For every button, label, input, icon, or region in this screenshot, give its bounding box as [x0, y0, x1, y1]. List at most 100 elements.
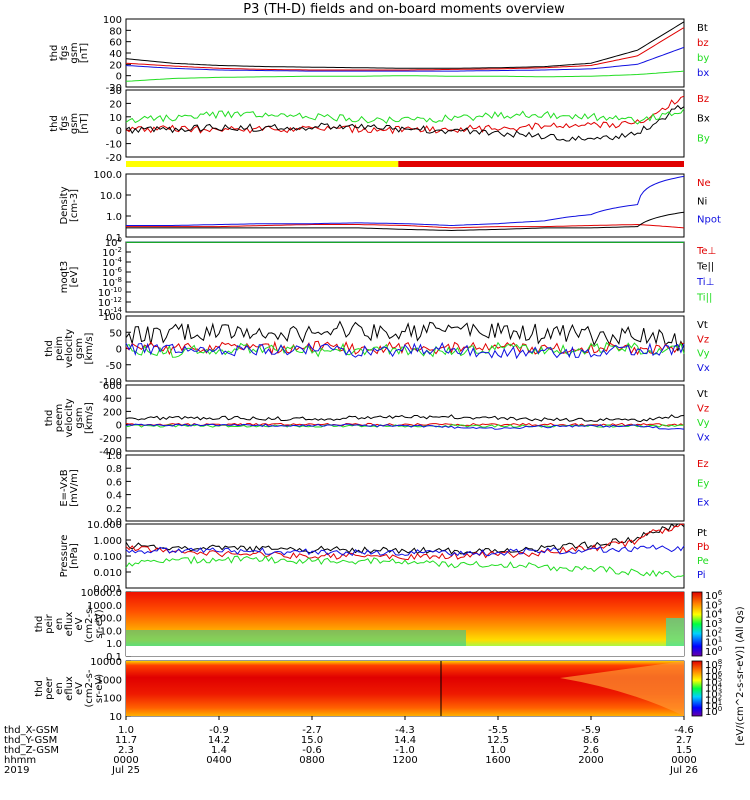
x-axis-value: 2000 — [578, 755, 603, 766]
x-axis-value: -0.9 — [209, 725, 229, 736]
y-tick-label: 0 — [116, 126, 122, 137]
status-bar-red — [398, 161, 684, 167]
y-tick-label: -20 — [106, 153, 122, 164]
x-axis-value: 15.0 — [301, 735, 323, 746]
panel-fgs-gsm-comp: 30 20 10 0 -10 -20 thdfgsgsm[nT] Bz Bx By — [49, 86, 710, 164]
y-axis-label: thdpeirenefluxeV(cm2-s-sr-eV) — [34, 605, 105, 643]
y-tick-label: 30 — [109, 86, 122, 97]
electron-spectrogram-fill — [126, 661, 684, 716]
y-tick-label: 1.0 — [106, 451, 122, 462]
series-Vx — [125, 423, 685, 430]
legend-Vt: Vt — [697, 320, 708, 331]
x-axis-value: -4.6 — [674, 725, 694, 736]
y-tick-label: 1.000 — [93, 536, 122, 547]
panel-frame — [125, 89, 685, 158]
y-tick-label: 100 — [103, 312, 122, 323]
x-axis-row-label: hhmm — [4, 755, 36, 766]
y-axis-label: Pressure[nPa] — [59, 535, 80, 578]
panel-peim-velocity: 100 50 0 -50 -100 thdpeimvelocitygsm[km/s] Vt V… — [44, 312, 710, 388]
y-tick-label: 0.6 — [106, 477, 122, 488]
status-bar — [126, 161, 684, 167]
x-axis-value: 1.0 — [490, 745, 506, 756]
panel-frame — [125, 18, 685, 88]
y-axis-label: thdfgsgsm[nT] — [49, 113, 90, 134]
legend-by: by — [697, 53, 709, 64]
x-axis-value: -4.3 — [395, 725, 415, 736]
x-axis-value: 1600 — [485, 755, 510, 766]
y-axis-label: Density[cm-3] — [59, 186, 80, 224]
ion-no-data — [126, 646, 684, 656]
series-Pi — [125, 544, 685, 557]
y-tick-label: 0.1 — [106, 233, 122, 244]
y-tick-label: 50 — [109, 328, 122, 339]
legend-Vz: Vz — [697, 334, 709, 345]
y-tick-label: 1.0 — [106, 639, 122, 650]
y-tick-label: 0.001 — [93, 584, 122, 595]
y-tick-label: 0.2 — [106, 504, 122, 515]
series-Ni — [126, 211, 685, 232]
y-tick-label: 1000.0 — [87, 601, 122, 612]
series-bx — [125, 46, 685, 72]
legend-Bz: Bz — [697, 94, 709, 105]
legend-Vx: Vx — [697, 433, 710, 444]
y-tick-label: 10 — [109, 712, 122, 723]
series-Bx — [125, 104, 685, 142]
x-axis-value: 8.6 — [583, 735, 599, 746]
x-axis-value: 12.5 — [487, 735, 509, 746]
x-axis-value: 1200 — [392, 755, 417, 766]
x-axis-value: 11.7 — [115, 735, 137, 746]
legend-Ti||: Ti|| — [696, 293, 712, 304]
series-bz — [125, 27, 685, 71]
x-axis-labels: thd_X-GSMthd_Y-GSMthd_Z-GSMhhmm20191.011… — [4, 716, 698, 776]
legend-Ez: Ez — [697, 459, 709, 470]
panel-frame — [125, 241, 685, 313]
x-axis-value: 14.4 — [394, 735, 416, 746]
y-axis-label: thdpeimvelocitygsm[km/s] — [44, 329, 95, 368]
y-tick-label: 10.0 — [100, 191, 122, 202]
series-By — [125, 108, 685, 125]
x-axis-value: 0000 — [671, 755, 696, 766]
legend-Te||: Te|| — [696, 262, 714, 273]
y-tick-label: -20 — [106, 83, 122, 94]
x-axis-value: 14.2 — [208, 735, 230, 746]
panel-temperature: 10010-210-410-610-810-1010-1210-14moqt3[… — [59, 236, 716, 319]
y-tick-label: 400 — [103, 394, 122, 405]
y-tick-label: 10000 — [90, 657, 122, 668]
colorbar-label: [eV/(cm^2-s-sr-eV)] (All Qs) — [735, 606, 746, 745]
panel-density: 100.0 10.0 1.0 0.1 Density[cm-3] Ne Ni Npot — [59, 170, 721, 244]
y-tick-label: 0.010 — [93, 568, 122, 579]
series-Vx — [125, 341, 685, 360]
series-Npot — [126, 175, 685, 227]
y-tick-label: -400 — [99, 447, 122, 458]
x-axis-value: Jul 26 — [669, 765, 698, 776]
y-tick-label: 200 — [103, 407, 122, 418]
x-axis-value: -0.6 — [302, 745, 322, 756]
ion-spectrogram — [126, 592, 684, 656]
legend-Ti⊥: Ti⊥ — [696, 277, 714, 288]
legend-bx: bx — [697, 68, 709, 79]
legend-Ey: Ey — [697, 478, 709, 489]
x-axis-value: 0000 — [113, 755, 138, 766]
x-axis-value: -2.7 — [302, 725, 322, 736]
y-tick-label: 100 — [103, 15, 122, 26]
y-tick-label: -50 — [106, 361, 122, 372]
y-tick-label: 100 — [103, 694, 122, 705]
colorbar-lower — [691, 660, 703, 717]
series-Pt — [125, 523, 685, 555]
legend-Npot: Npot — [697, 215, 721, 226]
series-Bt — [125, 21, 685, 69]
panel-frame — [125, 523, 685, 589]
electron-high-energy-band — [560, 661, 684, 716]
colorbar-tick-label: 100 — [705, 645, 722, 658]
colorbar-upper — [691, 591, 703, 657]
x-axis-value: -5.9 — [581, 725, 601, 736]
y-tick-label: -200 — [99, 434, 122, 445]
series-by — [125, 70, 685, 82]
series-Bz — [125, 95, 685, 135]
x-axis-value: 1.4 — [211, 745, 227, 756]
y-tick-label: 80 — [109, 26, 122, 37]
legend-By: By — [697, 133, 710, 144]
legend-Pe: Pe — [697, 556, 709, 567]
colorbar-tick-label: 100 — [705, 705, 722, 718]
